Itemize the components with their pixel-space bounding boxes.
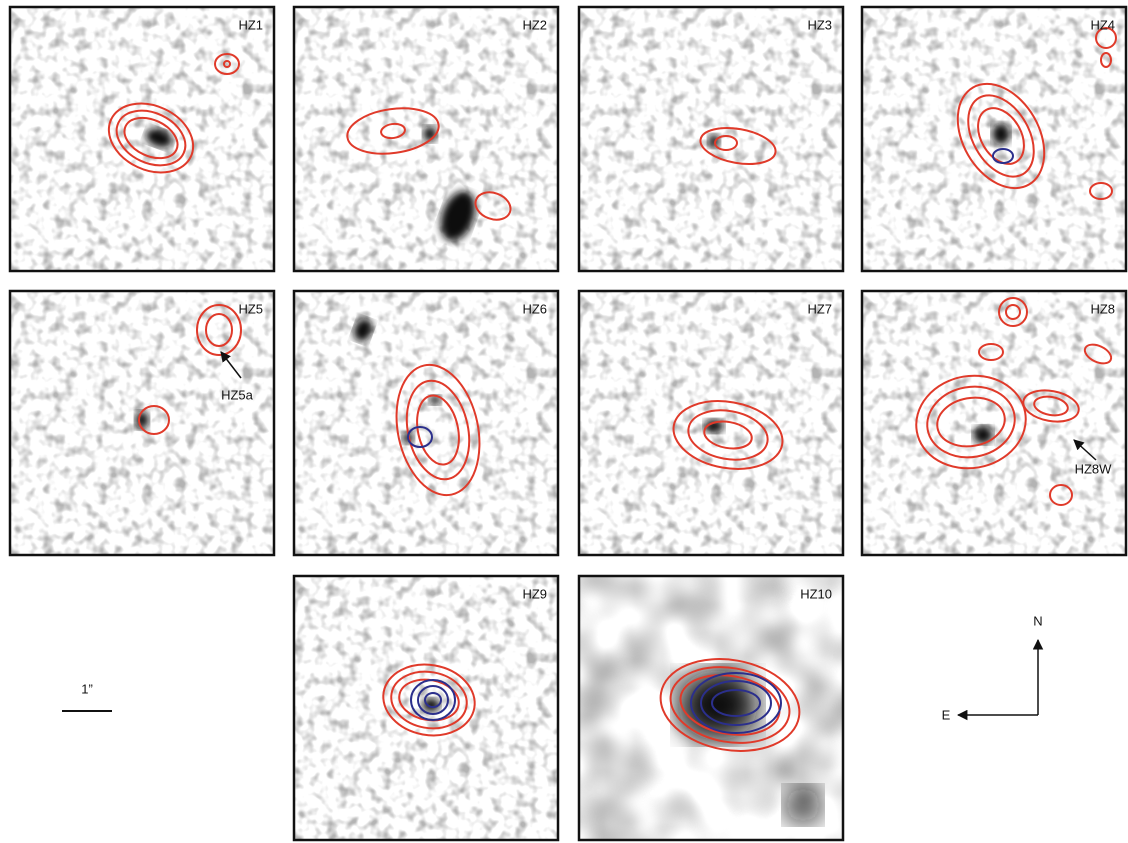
panel: HZ8 [860,289,1128,557]
contour [1033,395,1069,417]
contour [690,672,782,734]
contour [998,297,1028,327]
source-blob [422,698,440,712]
panel: HZ10 [577,574,845,842]
image-noise [9,6,275,272]
contour [1095,27,1117,49]
contour [1049,484,1073,506]
contour [672,400,784,470]
annotation-label: HZ5a [221,387,254,402]
panel-frame [860,5,1128,273]
contour [967,94,1035,178]
contour [416,394,460,466]
contour [407,426,433,448]
contour [700,680,772,726]
contour [115,109,187,167]
panel: HZ4 [860,5,1128,273]
compass-east-label: E [942,707,951,722]
contour [107,102,195,174]
contour [382,663,476,737]
image-noise [861,290,1127,556]
compass-north-label: N [1033,613,1042,628]
contour [687,409,769,461]
panel-label: HZ2 [522,17,547,32]
annotation-label: HZ8W [1075,461,1113,476]
contour [1083,343,1113,365]
panel-label: HZ4 [1090,17,1115,32]
contour [936,396,1006,448]
source-blob [145,128,173,148]
panel-label: HZ10 [800,586,832,601]
panel: HZ1 [8,5,276,273]
contour [978,343,1004,361]
panel-label: HZ7 [807,301,832,316]
source-blob [440,190,476,242]
panel-frame [860,289,1128,557]
contour [711,689,761,717]
panel: HZ3 [577,5,845,273]
contour [474,191,512,221]
panel-label: HZ3 [807,17,832,32]
contour [926,385,1016,459]
annotation-arrow [1073,439,1097,461]
contour [205,313,233,347]
source-blob [785,787,821,823]
contour [138,405,170,435]
panel-label: HZ6 [522,301,547,316]
panel: HZ6 [292,289,560,557]
contour [424,692,442,708]
panel: HZ5 [8,289,276,557]
panel-frame [8,289,276,557]
source-blob [973,426,993,444]
contour [123,116,179,160]
contour [380,122,406,140]
scale-bar-label: 1” [81,681,93,696]
contour [915,374,1027,470]
contour [977,107,1025,165]
contour [659,658,801,752]
contour [956,82,1046,190]
contour [410,679,456,721]
contour [1022,389,1080,423]
contour [196,304,242,356]
panel-label: HZ9 [522,586,547,601]
source-blob [429,395,441,405]
contour [214,53,240,75]
source-blob [135,411,149,429]
panel-label: HZ8 [1090,301,1115,316]
panel-label: HZ5 [238,301,263,316]
panel-frame [292,289,560,557]
contour [417,685,449,715]
source-blob [992,123,1010,145]
contour [714,135,738,151]
annotation-arrow [220,351,242,379]
panel-frame [577,5,845,273]
contour [1100,52,1112,68]
panel: HZ9 [292,574,560,842]
contour [1089,182,1113,200]
source-blob [353,318,373,342]
contour [390,670,468,730]
contour [395,363,481,497]
panel: HZ2 [292,5,560,273]
panel-frame [292,5,560,273]
contour [223,60,231,68]
image-noise [293,290,559,556]
panel-frame [292,574,560,842]
contour [703,420,753,450]
panel-frame [8,5,276,273]
contour [669,666,791,744]
panel-label: HZ1 [238,17,263,32]
panel: HZ7 [577,289,845,557]
panel-frame [577,289,845,557]
contour [992,148,1014,164]
panel-frame [577,574,845,842]
contour [346,107,440,155]
source-blob [708,134,720,148]
contour [1005,304,1021,320]
contour [699,127,777,165]
